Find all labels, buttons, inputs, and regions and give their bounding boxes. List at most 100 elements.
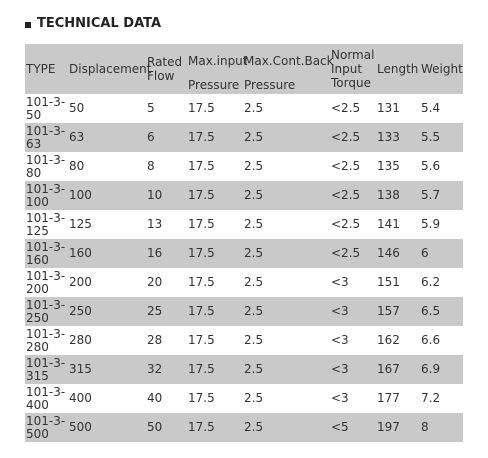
table-cell: 5.7 xyxy=(420,181,463,210)
header-line: Length xyxy=(377,62,419,76)
table-cell: 32 xyxy=(146,355,187,384)
table-cell: 167 xyxy=(376,355,420,384)
table-cell: 8 xyxy=(420,413,463,442)
table-cell: 2.5 xyxy=(244,333,264,347)
table-cell: 250 xyxy=(68,297,146,326)
table-cell: 101-3-125 xyxy=(26,210,66,238)
table-cell: 6.9 xyxy=(420,355,463,384)
table-cell: 101-3-315 xyxy=(25,355,68,384)
table-cell: 17.5 xyxy=(188,333,215,347)
table-cell: <3 xyxy=(331,391,349,405)
table-cell: 17.5 xyxy=(188,217,215,231)
header-line: Rated xyxy=(147,55,183,69)
table-cell: <3 xyxy=(330,355,376,384)
table-cell: 141 xyxy=(377,217,400,231)
table-cell: 17.5 xyxy=(187,355,243,384)
table-cell: 7.2 xyxy=(421,391,441,405)
table-cell: <5 xyxy=(330,413,376,442)
table-cell: 101-3-160 xyxy=(25,239,68,268)
header-line: Displacement xyxy=(69,62,152,76)
header-line: Pressure xyxy=(188,78,240,92)
table-cell: 8 xyxy=(147,159,155,173)
table-cell: <3 xyxy=(331,333,349,347)
header-line: Input xyxy=(331,62,363,76)
table-cell: 5.5 xyxy=(420,123,463,152)
header-cell: Weight xyxy=(420,44,463,94)
header-line: Flow xyxy=(147,69,175,83)
table-cell: <3 xyxy=(331,275,349,289)
header-line: Weight xyxy=(421,62,463,76)
table-row: 101-3-200 200 20 17.5 2.5 <3 151 6.2 xyxy=(25,268,463,297)
table-cell: 101-3-63 xyxy=(25,123,68,152)
table-cell: <3 xyxy=(330,297,376,326)
table-cell: 100 xyxy=(68,181,146,210)
table-cell: 135 xyxy=(377,159,400,173)
section-title: TECHNICAL DATA xyxy=(25,16,161,31)
table-cell: 17.5 xyxy=(187,123,243,152)
table-row: 101-3-63 63 6 17.5 2.5 <2.5 133 5.5 xyxy=(25,123,463,152)
table-cell: 17.5 xyxy=(188,275,215,289)
table-cell: 162 xyxy=(377,333,400,347)
table-cell: 6 xyxy=(420,239,463,268)
table-row: 101-3-250 250 25 17.5 2.5 <3 157 6.5 xyxy=(25,297,463,326)
table-cell: 20 xyxy=(147,275,163,289)
table-row: 101-3-400 400 40 17.5 2.5 <3 177 7.2 xyxy=(25,384,463,413)
header-line: Normal xyxy=(331,48,375,62)
table-cell: 315 xyxy=(68,355,146,384)
table-cell: 125 xyxy=(69,217,92,231)
table-cell: 2.5 xyxy=(243,239,330,268)
table-cell: 5 xyxy=(147,101,155,115)
table-cell: 5.6 xyxy=(421,159,441,173)
table-cell: <2.5 xyxy=(331,217,361,231)
table-cell: 5.9 xyxy=(421,217,441,231)
header-cell: Rated Flow xyxy=(146,44,187,94)
table-body: 101-3-50 50 5 17.5 2.5 <2.5 131 5.4 101-3-63 63 6 1… xyxy=(25,94,463,442)
header-cell: Displacement xyxy=(68,44,152,94)
header-line: Max.input xyxy=(188,54,248,68)
table-cell: 101-3-280 xyxy=(26,326,66,354)
table-cell: 6.2 xyxy=(421,275,441,289)
table-cell: 101-3-250 xyxy=(25,297,68,326)
table-cell: 40 xyxy=(147,391,163,405)
table-row: 101-3-80 80 8 17.5 2.5 <2.5 135 5.6 xyxy=(25,152,463,181)
table-cell: 101-3-100 xyxy=(25,181,68,210)
table-cell: 28 xyxy=(147,333,163,347)
table-row: 101-3-100 100 10 17.5 2.5 <2.5 138 5.7 xyxy=(25,181,463,210)
table-cell: 17.5 xyxy=(188,159,215,173)
table-cell: 6 xyxy=(146,123,187,152)
table-cell: 101-3-500 xyxy=(25,413,68,442)
header-line: Torque xyxy=(331,76,371,90)
table-cell: 6.6 xyxy=(421,333,441,347)
table-cell: 17.5 xyxy=(187,239,243,268)
bullet-icon xyxy=(25,22,31,28)
table-row: 101-3-315 315 32 17.5 2.5 <3 167 6.9 xyxy=(25,355,463,384)
table-cell: 2.5 xyxy=(243,297,330,326)
table-cell: 2.5 xyxy=(243,123,330,152)
table-cell: 400 xyxy=(69,391,92,405)
table-cell: 25 xyxy=(146,297,187,326)
table-cell: 17.5 xyxy=(187,181,243,210)
table-cell: 5.4 xyxy=(421,101,441,115)
header-cell: TYPE xyxy=(25,44,68,94)
table-cell: 2.5 xyxy=(243,355,330,384)
table-cell: 2.5 xyxy=(244,217,264,231)
title-text: TECHNICAL DATA xyxy=(37,16,162,31)
table-cell: 101-3-50 xyxy=(26,94,66,122)
table-cell: 146 xyxy=(376,239,420,268)
table-row: 101-3-280 280 28 17.5 2.5 <3 162 6.6 xyxy=(25,326,463,355)
table-cell: 13 xyxy=(147,217,163,231)
table-cell: 2.5 xyxy=(244,101,264,115)
table-cell: 280 xyxy=(69,333,92,347)
header-cell: Length xyxy=(376,44,420,94)
table-row: 101-3-500 500 50 17.5 2.5 <5 197 8 xyxy=(25,413,463,442)
table-cell: <2.5 xyxy=(331,101,361,115)
table-cell: 17.5 xyxy=(188,391,215,405)
table-cell: <2.5 xyxy=(330,123,376,152)
header-line: Max.Cont.Back xyxy=(244,54,334,68)
table-cell: 2.5 xyxy=(244,275,264,289)
table-cell: 16 xyxy=(146,239,187,268)
table-cell: 101-3-400 xyxy=(26,384,66,412)
table-cell: 2.5 xyxy=(244,391,264,405)
table-cell: <2.5 xyxy=(330,239,376,268)
